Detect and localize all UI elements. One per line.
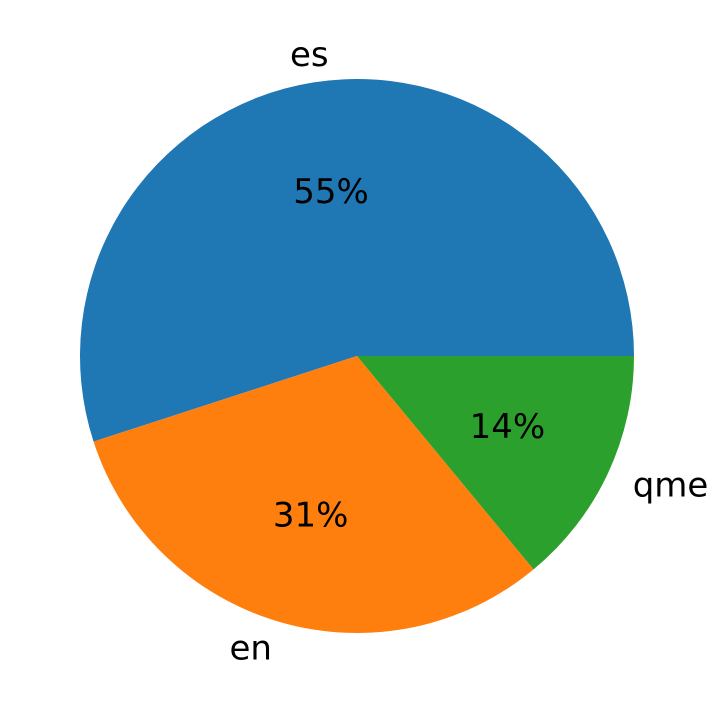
category-label-qme: qme: [633, 466, 709, 506]
pie-slice-en: [93, 356, 534, 634]
percent-label-qme: 14%: [470, 407, 546, 447]
category-label-es: es: [290, 35, 329, 75]
pie-labels: es 55% en 31% qme 14%: [230, 35, 709, 669]
percent-label-en: 31%: [273, 496, 349, 536]
category-label-en: en: [230, 629, 272, 669]
percent-label-es: 55%: [293, 172, 369, 212]
pie-slice-es: [79, 78, 634, 442]
pie-slice-qme: [357, 356, 634, 570]
pie-slices: [79, 78, 634, 634]
